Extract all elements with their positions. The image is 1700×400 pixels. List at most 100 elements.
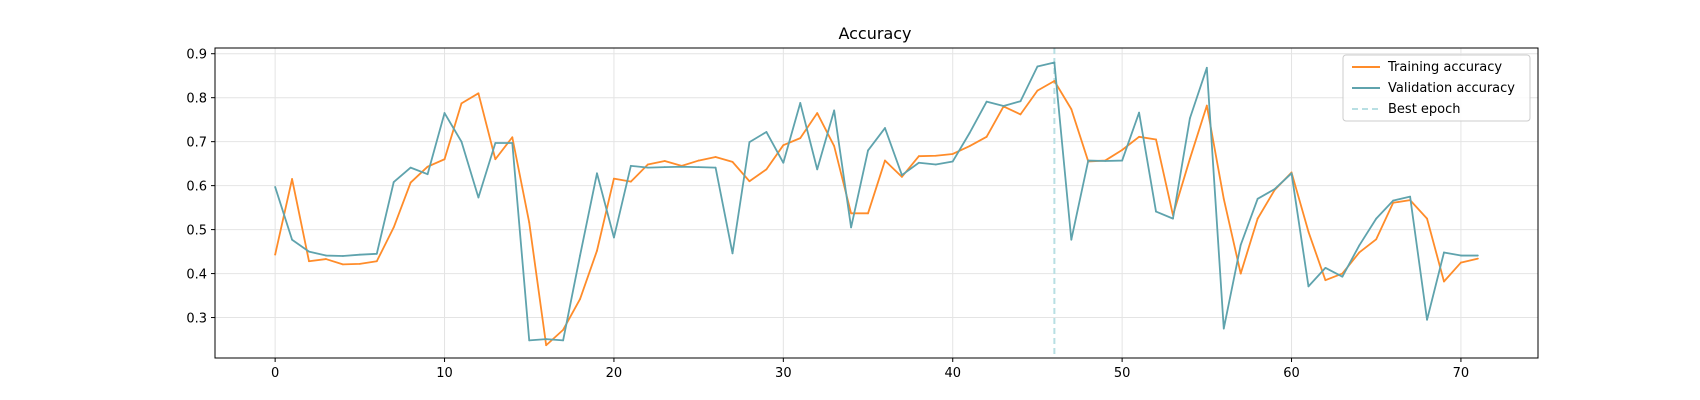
legend-label-validation: Validation accuracy (1388, 81, 1515, 96)
data-point (850, 226, 852, 229)
data-point (325, 258, 327, 260)
x-tick-label: 70 (1453, 366, 1470, 381)
data-point (884, 159, 886, 162)
data-point (613, 177, 615, 180)
data-point (731, 160, 734, 163)
data-point (748, 180, 751, 183)
x-tick-label: 0 (271, 366, 279, 381)
data-point (799, 137, 802, 140)
x-tick-label: 40 (944, 366, 961, 381)
data-point (968, 145, 971, 147)
data-point (375, 252, 378, 255)
data-point (1138, 111, 1140, 114)
data-point (985, 100, 988, 103)
data-point (1476, 254, 1479, 257)
data-point (1002, 105, 1005, 107)
data-point (1239, 244, 1242, 246)
chart-title: Accuracy (838, 24, 911, 43)
data-point (782, 144, 785, 147)
x-tick-label: 10 (436, 366, 453, 381)
data-point (1121, 159, 1124, 162)
data-point (1138, 135, 1140, 138)
data-point (426, 173, 429, 176)
data-point (392, 181, 395, 184)
data-point (477, 92, 480, 95)
data-point (697, 159, 700, 162)
data-point (1053, 80, 1056, 82)
data-point (1460, 261, 1462, 264)
tick-layer: 0 10 20 30 40 50 60 70 0.3 0.4 0.5 0.6 0.7 0.8 0.9 (186, 48, 1469, 381)
x-tick-label: 30 (775, 366, 792, 381)
data-point (1443, 251, 1445, 254)
data-point (562, 328, 565, 331)
data-point (1358, 244, 1361, 247)
data-point (613, 236, 615, 239)
data-point (782, 161, 785, 164)
data-point (1070, 238, 1073, 241)
data-point (358, 263, 361, 265)
y-tick-label: 0.7 (186, 136, 207, 151)
data-point (596, 249, 598, 252)
data-point (1358, 251, 1361, 254)
data-point (460, 140, 463, 143)
data-point (1205, 104, 1208, 107)
legend: Training accuracy Validation accuracy Be… (1342, 54, 1531, 122)
data-point (579, 254, 581, 257)
data-point (663, 160, 666, 162)
data-point (629, 164, 632, 167)
data-point (867, 149, 869, 152)
data-point (579, 298, 581, 300)
data-point (1053, 61, 1056, 64)
data-point (1121, 149, 1124, 151)
data-point (1155, 138, 1157, 141)
data-point (731, 252, 734, 255)
data-point (1426, 318, 1428, 321)
data-point (342, 255, 344, 257)
data-point (528, 221, 531, 224)
data-point (325, 254, 327, 257)
data-point (1375, 238, 1378, 241)
data-point (901, 175, 903, 178)
data-point (799, 102, 802, 104)
y-tick-label: 0.5 (186, 224, 207, 239)
y-tick-label: 0.9 (186, 48, 207, 63)
data-point (494, 142, 497, 144)
data-point (1307, 230, 1310, 233)
data-point (494, 158, 497, 161)
data-point (951, 160, 954, 163)
data-point (680, 165, 683, 168)
data-point (765, 131, 768, 133)
data-point (274, 186, 277, 188)
data-point (1443, 280, 1445, 283)
data-point (629, 180, 632, 183)
data-point (1324, 266, 1327, 269)
data-point (308, 250, 310, 253)
data-point (867, 212, 869, 215)
series-line-1 (274, 61, 1478, 342)
data-point (884, 127, 886, 129)
legend-label-best-epoch: Best epoch (1388, 102, 1461, 117)
data-point (917, 155, 920, 158)
plot-frame (214, 47, 1539, 359)
data-point (1222, 327, 1225, 330)
data-point (511, 136, 514, 139)
data-point (1087, 159, 1090, 162)
series-layer (274, 61, 1479, 347)
data-point (528, 339, 531, 342)
data-point (1222, 197, 1225, 200)
data-point (1460, 254, 1462, 257)
data-point (1155, 210, 1157, 213)
data-point (934, 154, 937, 157)
data-point (1341, 275, 1344, 278)
data-point (1070, 108, 1073, 111)
data-point (917, 161, 920, 164)
data-point (596, 172, 598, 175)
data-point (985, 135, 988, 138)
data-point (901, 174, 903, 176)
data-point (477, 196, 480, 199)
data-point (951, 153, 954, 155)
data-point (443, 112, 446, 114)
data-point (1036, 89, 1039, 92)
